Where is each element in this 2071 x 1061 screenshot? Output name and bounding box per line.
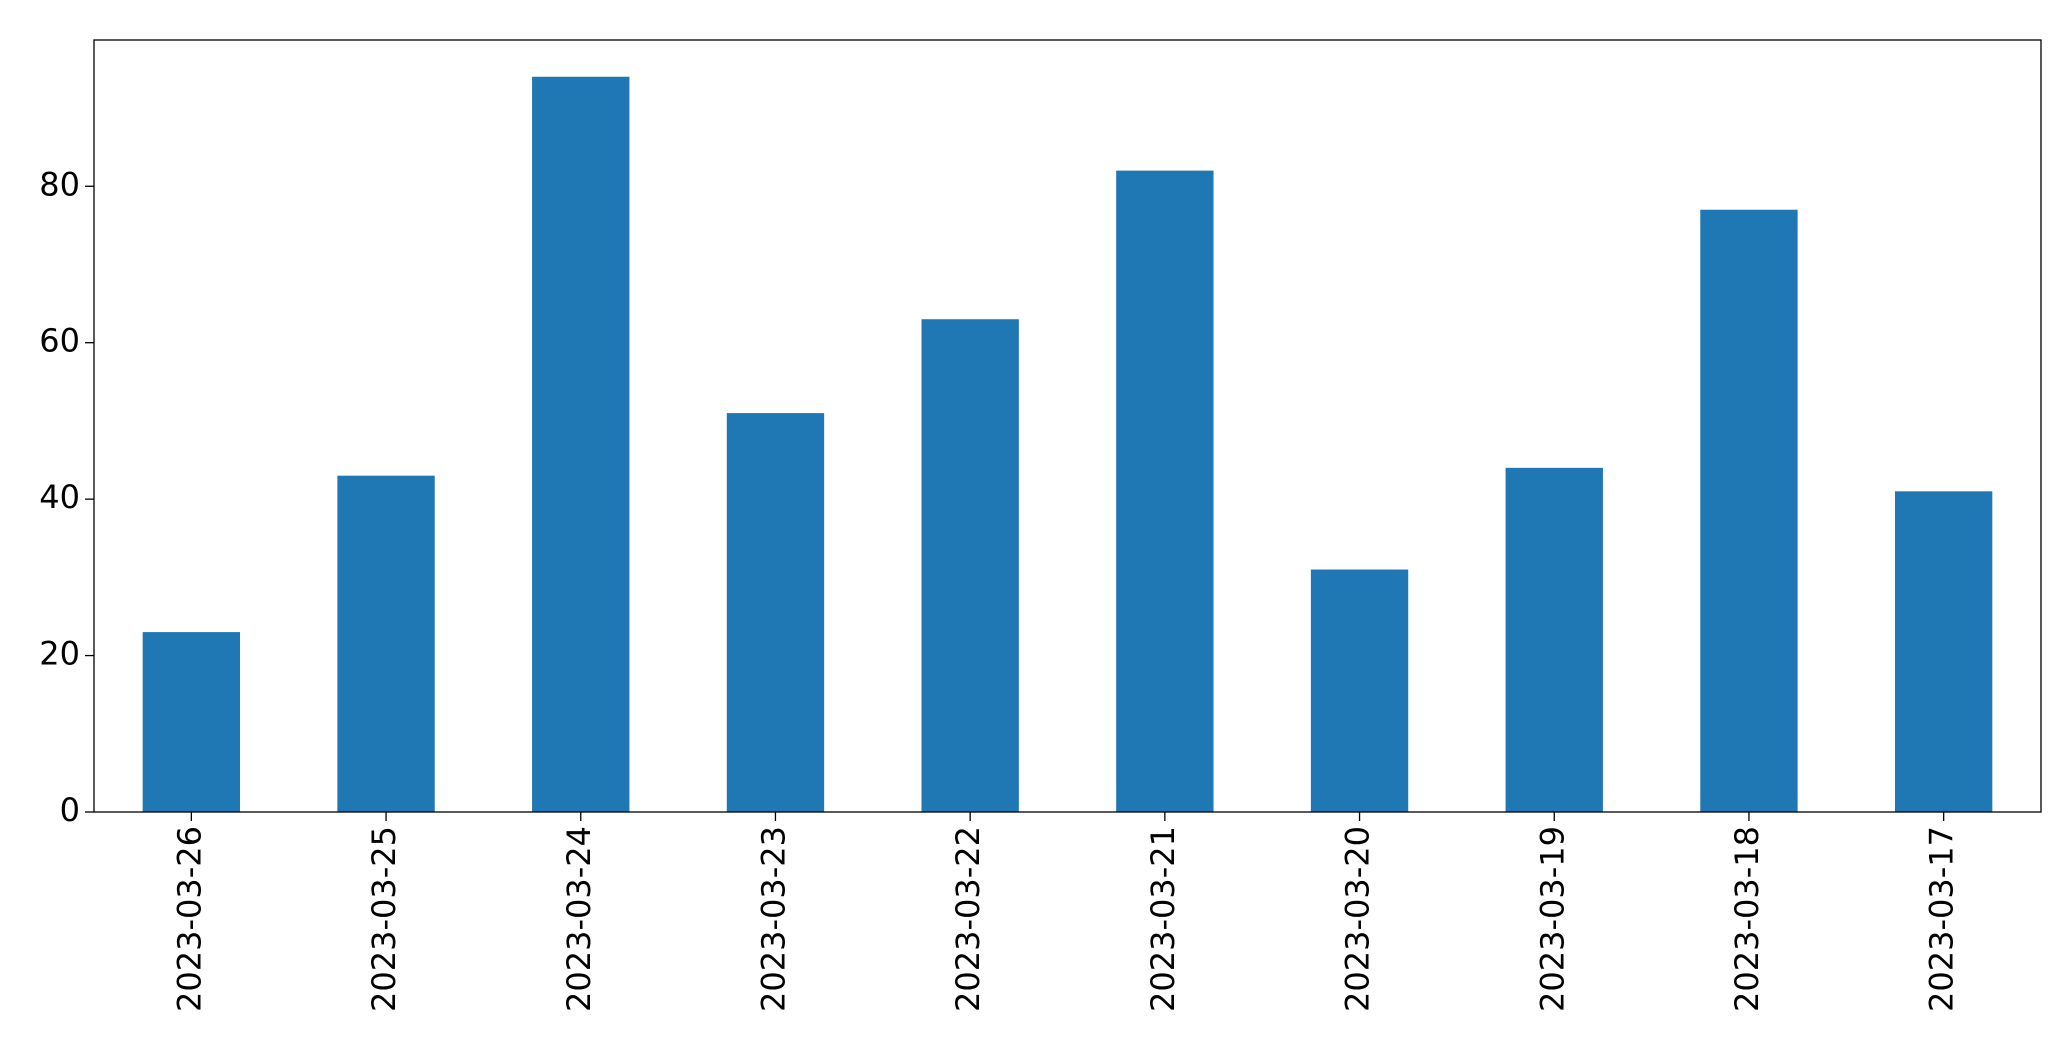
x-tick-label: 2023-03-19 bbox=[1533, 826, 1571, 1012]
plot-frame bbox=[93, 39, 2042, 813]
bar bbox=[1894, 491, 1993, 812]
x-tick-label: 2023-03-23 bbox=[754, 826, 792, 1012]
x-tick-label: 2023-03-26 bbox=[170, 826, 208, 1012]
bar bbox=[1505, 467, 1603, 812]
x-tick-label: 2023-03-17 bbox=[1923, 826, 1961, 1012]
bar bbox=[532, 76, 630, 812]
bar bbox=[1116, 170, 1214, 813]
x-tick-label: 2023-03-22 bbox=[949, 826, 987, 1012]
x-tick-label: 2023-03-25 bbox=[365, 826, 403, 1012]
y-tick-label: 20 bbox=[39, 635, 80, 673]
y-tick-label: 80 bbox=[39, 165, 80, 203]
bar bbox=[1700, 209, 1798, 813]
bar bbox=[337, 475, 435, 812]
bar bbox=[726, 413, 825, 812]
y-tick-label: 60 bbox=[39, 322, 80, 360]
bar bbox=[1310, 569, 1409, 812]
x-tick-label: 2023-03-24 bbox=[560, 826, 598, 1012]
x-tick-label: 2023-03-21 bbox=[1144, 826, 1182, 1012]
x-tick-label: 2023-03-18 bbox=[1728, 826, 1766, 1012]
bar bbox=[921, 319, 1019, 812]
y-tick-label: 40 bbox=[39, 478, 80, 516]
y-tick-label: 0 bbox=[60, 791, 80, 829]
x-tick-label: 2023-03-20 bbox=[1339, 826, 1377, 1012]
bar bbox=[142, 632, 241, 812]
